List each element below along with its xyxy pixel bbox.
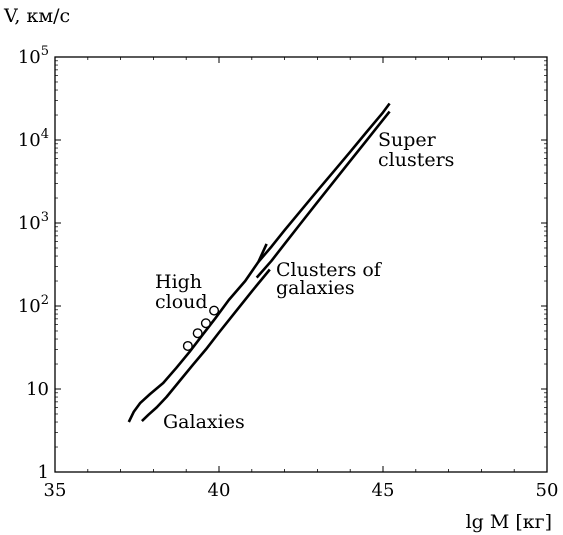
y-tick-exponent: 4 — [41, 127, 49, 142]
y-tick-base: 10 — [18, 130, 41, 151]
y-tick-label: 102 — [18, 293, 49, 317]
y-tick-base: 10 — [18, 296, 41, 317]
x-tick-label: 45 — [372, 480, 395, 501]
axes-frame — [54, 56, 548, 473]
annotation-line: galaxies — [276, 277, 355, 299]
data-point-marker — [182, 340, 193, 351]
plot-frame — [54, 56, 548, 473]
series-line-lower-b — [255, 110, 391, 279]
y-tick-exponent: 2 — [41, 293, 49, 308]
annotations: Super clusters Clusters of galaxies High clou… — [155, 129, 454, 433]
y-tick-base: 1 — [38, 462, 49, 483]
y-tick-label: 103 — [18, 210, 49, 234]
y-tick-exponent: 5 — [41, 44, 49, 59]
y-tick-label: 1 — [38, 462, 49, 483]
annotation-line: Galaxies — [163, 411, 245, 433]
annotation-line: clusters — [378, 149, 454, 171]
series-line-upper-a — [127, 243, 268, 423]
x-tick-labels: 35 40 45 50 — [44, 480, 559, 501]
y-tick-label: 105 — [18, 44, 49, 68]
annotation-super: Super clusters — [378, 129, 454, 171]
annotation-line: cloud — [155, 291, 208, 313]
annotation-line: Clusters of — [276, 259, 383, 281]
annotation-line: Super — [378, 129, 437, 151]
annotation-line: High — [155, 271, 202, 293]
x-tick-label: 40 — [208, 480, 231, 501]
data-point-marker — [192, 328, 203, 339]
data-point-marker — [200, 318, 211, 329]
series-line-lower-a — [140, 268, 271, 423]
x-tick-label: 50 — [536, 480, 559, 501]
annotation-galaxies: Galaxies — [163, 411, 245, 433]
y-tick-label: 104 — [18, 127, 49, 151]
x-axis-title: lg M [кг] — [466, 511, 552, 533]
y-tick-base: 10 — [18, 213, 41, 234]
data-lines — [127, 102, 391, 423]
y-tick-label: 10 — [26, 379, 49, 400]
series-line-upper-b — [257, 102, 391, 263]
y-tick-base: 10 — [18, 47, 41, 68]
data-point-marker — [209, 305, 220, 316]
annotation-highcloud: High cloud — [155, 271, 208, 313]
y-tick-exponent: 3 — [41, 210, 49, 225]
data-markers — [182, 305, 220, 351]
y-tick-base: 10 — [26, 379, 49, 400]
x-tick-label: 35 — [44, 480, 67, 501]
axis-ticks — [54, 56, 548, 473]
annotation-clusters: Clusters of galaxies — [276, 259, 383, 299]
y-axis-title: V, км/с — [3, 5, 70, 27]
